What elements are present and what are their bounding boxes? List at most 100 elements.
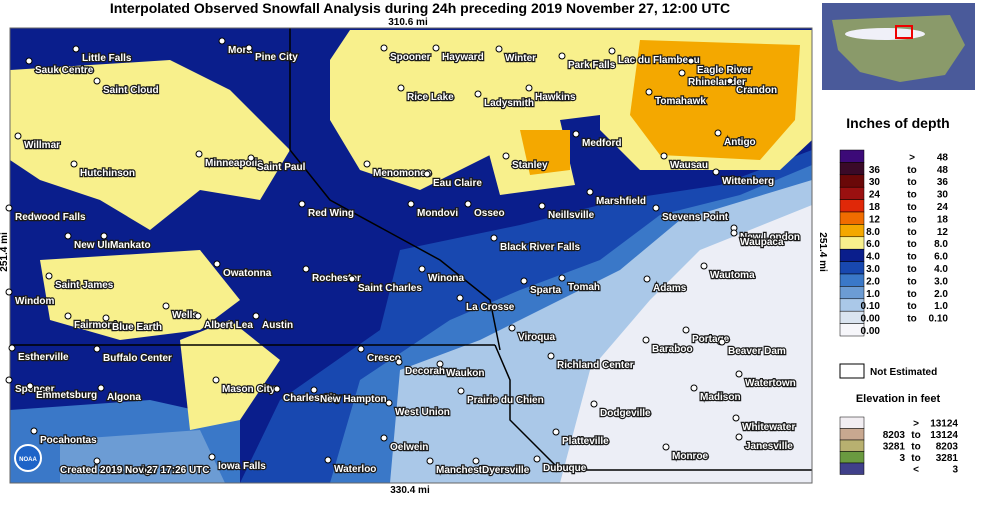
city-label: Fairmont	[74, 320, 117, 331]
city-dot	[273, 385, 281, 393]
city-label: Rochester	[312, 273, 361, 284]
city-label: Austin	[262, 320, 293, 331]
legend-swatch	[839, 211, 865, 225]
city-label: Prairie du Chien	[467, 395, 544, 406]
city-label: Black River Falls	[500, 242, 580, 253]
city-dot	[418, 265, 426, 273]
city-label: Algona	[107, 392, 141, 403]
city-label: Iowa Falls	[218, 461, 266, 472]
legend-label: 6.0	[866, 239, 880, 250]
city-dot	[464, 200, 472, 208]
logo-text: NOAA	[19, 457, 37, 463]
city-dot	[397, 84, 405, 92]
legend-label: <	[913, 465, 919, 476]
city-dot	[102, 314, 110, 322]
city-dot	[407, 200, 415, 208]
snow-region	[40, 250, 240, 340]
city-dot	[64, 312, 72, 320]
legend-label: to	[907, 264, 916, 275]
city-label: Fort Dodge	[103, 465, 157, 476]
city-dot	[474, 90, 482, 98]
snow-region	[60, 430, 225, 483]
legend-label: 36	[869, 165, 881, 176]
scale-right: 251.4 mi	[817, 232, 828, 272]
legend-label: 13124	[930, 430, 958, 441]
city-label: Marshfield	[596, 196, 646, 207]
legend-label: 3281	[936, 453, 959, 464]
city-label: Spencer	[15, 384, 55, 395]
city-label: Waukon	[446, 368, 485, 379]
city-dot	[682, 326, 690, 334]
city-label: Pocahontas	[40, 435, 97, 446]
city-label: Lac du Flambeau	[618, 55, 700, 66]
city-dot	[472, 457, 480, 465]
city-label: Osseo	[474, 208, 505, 219]
city-dot	[490, 234, 498, 242]
city-label: Tomahawk	[655, 96, 706, 107]
city-dot	[25, 57, 33, 65]
legend-label: 0.10	[929, 314, 949, 325]
title: Interpolated Observed Snowfall Analysis …	[110, 0, 730, 16]
city-label: Winter	[505, 53, 536, 64]
city-dot	[590, 400, 598, 408]
city-dot	[348, 275, 356, 283]
city-dot	[533, 455, 541, 463]
city-dot	[64, 232, 72, 240]
legend-swatch	[839, 439, 865, 452]
city-label: Wautoma	[710, 270, 755, 281]
legend-swatch	[839, 248, 865, 262]
city-label: Hutchinson	[80, 168, 135, 179]
city-dot	[26, 382, 34, 390]
legend-label: to	[907, 214, 916, 225]
created-note: Created 2019 Nov 27 17:26 UTC	[60, 465, 210, 476]
legend-label: 0.00	[861, 314, 881, 325]
legend-label: 12	[869, 214, 881, 225]
city-label: Mason City	[222, 384, 276, 395]
legend-label: to	[907, 289, 916, 300]
city-label: Pine City	[255, 52, 298, 63]
city-dot	[520, 277, 528, 285]
legend-label: 8203	[883, 430, 906, 441]
city-label: Watertown	[745, 378, 796, 389]
city-dot	[357, 345, 365, 353]
city-label: Mankato	[110, 240, 151, 251]
city-dot	[558, 52, 566, 60]
legend-swatch	[839, 462, 865, 475]
legend-label: to	[907, 227, 916, 238]
city-label: Decorah	[405, 366, 445, 377]
city-label: Wausau	[670, 160, 708, 171]
city-dot	[252, 312, 260, 320]
city-dot	[93, 77, 101, 85]
snow-region	[560, 205, 812, 483]
city-dot	[70, 160, 78, 168]
city-label: Adams	[653, 283, 687, 294]
city-dot	[380, 44, 388, 52]
city-dot	[100, 232, 108, 240]
snow-region	[10, 60, 290, 230]
city-label: Medford	[582, 138, 621, 149]
city-label: Albert Lea	[204, 320, 253, 331]
city-label: Dubuque	[543, 463, 587, 474]
city-dot	[218, 37, 226, 45]
legend-swatch	[839, 199, 865, 213]
city-dot	[247, 154, 255, 162]
legend-label: 30	[869, 177, 881, 188]
city-label: Janesville	[745, 441, 793, 452]
legend-label: 3	[899, 453, 905, 464]
legend-label: 3	[952, 465, 958, 476]
city-label: Sparta	[530, 285, 562, 296]
city-dot	[714, 129, 722, 137]
legend-label: to	[911, 442, 920, 453]
legend-label: 24	[869, 190, 881, 201]
city-label: Sauk Centre	[35, 65, 94, 76]
legend-label: to	[907, 276, 916, 287]
city-dot	[213, 260, 221, 268]
map-frame	[9, 27, 813, 484]
city-dot	[456, 294, 464, 302]
city-dot	[432, 44, 440, 52]
city-label: Oelwein	[390, 442, 428, 453]
city-label: Owatonna	[223, 268, 272, 279]
city-dot	[5, 204, 13, 212]
legend-label: 0.00	[861, 326, 881, 337]
city-dot	[586, 188, 594, 196]
